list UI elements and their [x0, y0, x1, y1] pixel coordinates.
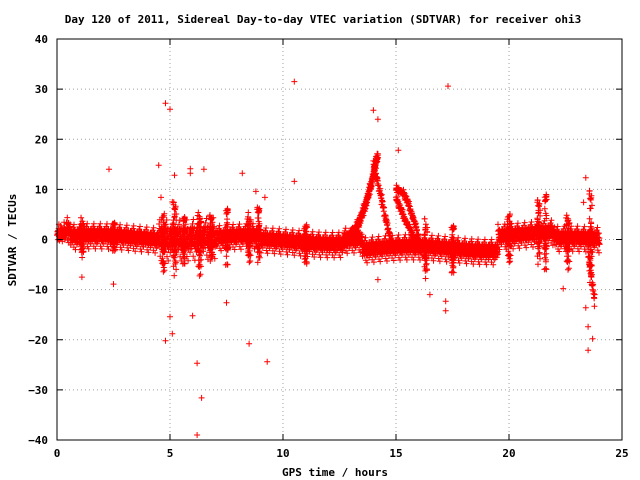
y-tick-label: 20 [35, 133, 48, 146]
x-tick-label: 25 [615, 447, 628, 460]
y-axis-label: SDTVAR / TECUs [6, 194, 19, 287]
y-tick-label: 0 [41, 234, 48, 247]
x-tick-label: 20 [502, 447, 515, 460]
axis-ticks [56, 38, 623, 441]
y-tick-label: −30 [28, 384, 48, 397]
y-tick-label: −10 [28, 284, 48, 297]
x-tick-label: 10 [276, 447, 289, 460]
x-tick-label: 15 [389, 447, 402, 460]
x-tick-label: 0 [54, 447, 61, 460]
y-tick-label: −20 [28, 334, 48, 347]
chart-title: Day 120 of 2011, Sidereal Day-to-day VTE… [65, 13, 582, 26]
x-tick-label: 5 [167, 447, 174, 460]
tick-labels: 0 5 10 15 20 25 40 30 20 10 0 −10 −20 −30 −40 [28, 33, 629, 460]
y-tick-label: 10 [35, 183, 48, 196]
y-tick-label: 30 [35, 83, 48, 96]
y-tick-label: −40 [28, 434, 48, 447]
y-tick-label: 40 [35, 33, 48, 46]
x-axis-label: GPS time / hours [282, 466, 388, 479]
